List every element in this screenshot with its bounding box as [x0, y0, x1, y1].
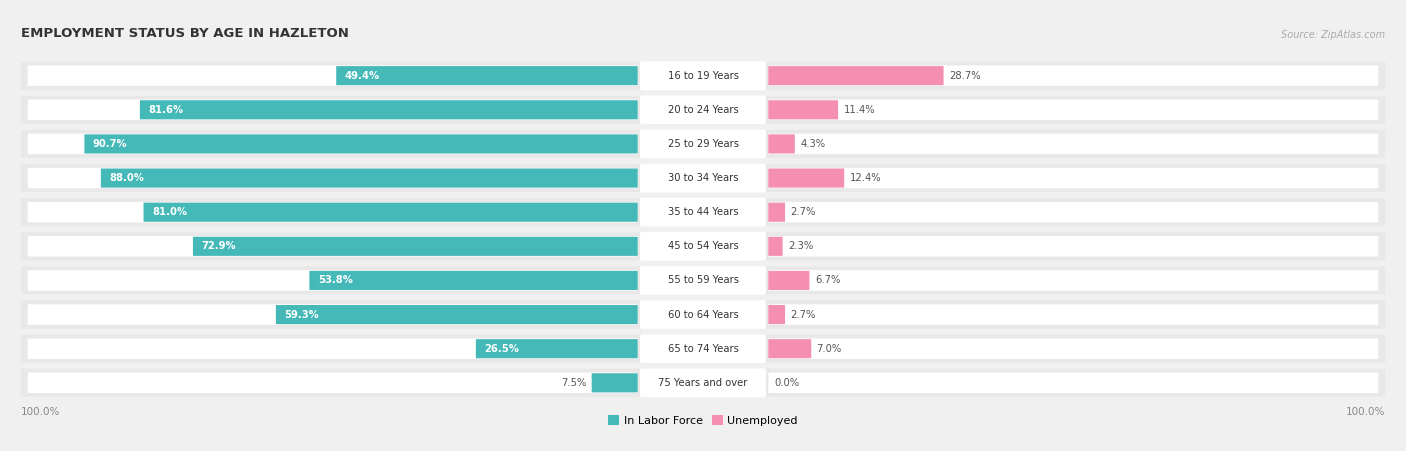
Text: 26.5%: 26.5%: [484, 344, 519, 354]
FancyBboxPatch shape: [768, 373, 1378, 393]
FancyBboxPatch shape: [768, 271, 810, 290]
Text: 55 to 59 Years: 55 to 59 Years: [668, 276, 738, 285]
Text: EMPLOYMENT STATUS BY AGE IN HAZLETON: EMPLOYMENT STATUS BY AGE IN HAZLETON: [21, 27, 349, 40]
FancyBboxPatch shape: [592, 373, 638, 392]
Text: 60 to 64 Years: 60 to 64 Years: [668, 309, 738, 320]
FancyBboxPatch shape: [640, 198, 766, 226]
FancyBboxPatch shape: [101, 169, 638, 188]
Text: 100.0%: 100.0%: [1346, 406, 1385, 417]
Text: 72.9%: 72.9%: [201, 241, 236, 251]
Text: 30 to 34 Years: 30 to 34 Years: [668, 173, 738, 183]
FancyBboxPatch shape: [768, 100, 1378, 120]
FancyBboxPatch shape: [276, 305, 638, 324]
FancyBboxPatch shape: [640, 266, 766, 295]
FancyBboxPatch shape: [28, 100, 638, 120]
FancyBboxPatch shape: [28, 65, 638, 86]
FancyBboxPatch shape: [768, 168, 1378, 189]
Text: 16 to 19 Years: 16 to 19 Years: [668, 71, 738, 81]
Text: 6.7%: 6.7%: [815, 276, 841, 285]
FancyBboxPatch shape: [21, 335, 1385, 363]
FancyBboxPatch shape: [768, 66, 943, 85]
Text: 4.3%: 4.3%: [800, 139, 825, 149]
Text: 2.7%: 2.7%: [790, 207, 815, 217]
Text: 28.7%: 28.7%: [949, 71, 980, 81]
FancyBboxPatch shape: [640, 61, 766, 90]
FancyBboxPatch shape: [640, 164, 766, 193]
FancyBboxPatch shape: [475, 339, 638, 358]
FancyBboxPatch shape: [21, 164, 1385, 192]
FancyBboxPatch shape: [21, 300, 1385, 329]
Text: 7.5%: 7.5%: [561, 378, 586, 388]
FancyBboxPatch shape: [143, 202, 638, 222]
FancyBboxPatch shape: [28, 270, 638, 291]
FancyBboxPatch shape: [768, 133, 1378, 154]
Text: 75 Years and over: 75 Years and over: [658, 378, 748, 388]
FancyBboxPatch shape: [21, 267, 1385, 295]
Text: 7.0%: 7.0%: [817, 344, 842, 354]
FancyBboxPatch shape: [21, 369, 1385, 397]
FancyBboxPatch shape: [640, 232, 766, 261]
Text: 53.8%: 53.8%: [318, 276, 353, 285]
Text: 2.7%: 2.7%: [790, 309, 815, 320]
Legend: In Labor Force, Unemployed: In Labor Force, Unemployed: [603, 411, 803, 430]
Text: 20 to 24 Years: 20 to 24 Years: [668, 105, 738, 115]
Text: 45 to 54 Years: 45 to 54 Years: [668, 241, 738, 251]
FancyBboxPatch shape: [84, 134, 638, 153]
Text: 65 to 74 Years: 65 to 74 Years: [668, 344, 738, 354]
FancyBboxPatch shape: [28, 168, 638, 189]
Text: 90.7%: 90.7%: [93, 139, 128, 149]
FancyBboxPatch shape: [640, 129, 766, 158]
FancyBboxPatch shape: [640, 368, 766, 397]
Text: 59.3%: 59.3%: [284, 309, 319, 320]
Text: 0.0%: 0.0%: [773, 378, 799, 388]
FancyBboxPatch shape: [768, 236, 1378, 257]
FancyBboxPatch shape: [21, 62, 1385, 90]
FancyBboxPatch shape: [28, 202, 638, 222]
Text: 25 to 29 Years: 25 to 29 Years: [668, 139, 738, 149]
FancyBboxPatch shape: [768, 338, 1378, 359]
FancyBboxPatch shape: [21, 232, 1385, 260]
FancyBboxPatch shape: [21, 96, 1385, 124]
FancyBboxPatch shape: [768, 304, 1378, 325]
Text: 81.6%: 81.6%: [148, 105, 183, 115]
FancyBboxPatch shape: [768, 100, 838, 120]
FancyBboxPatch shape: [640, 96, 766, 124]
Text: 100.0%: 100.0%: [21, 406, 60, 417]
FancyBboxPatch shape: [768, 202, 785, 222]
Text: 81.0%: 81.0%: [152, 207, 187, 217]
FancyBboxPatch shape: [768, 202, 1378, 222]
FancyBboxPatch shape: [193, 237, 638, 256]
Text: 2.3%: 2.3%: [787, 241, 813, 251]
FancyBboxPatch shape: [139, 100, 638, 120]
FancyBboxPatch shape: [768, 134, 794, 153]
FancyBboxPatch shape: [768, 270, 1378, 291]
FancyBboxPatch shape: [768, 237, 783, 256]
Text: 11.4%: 11.4%: [844, 105, 875, 115]
FancyBboxPatch shape: [640, 300, 766, 329]
FancyBboxPatch shape: [768, 169, 844, 188]
FancyBboxPatch shape: [768, 65, 1378, 86]
FancyBboxPatch shape: [768, 305, 785, 324]
FancyBboxPatch shape: [21, 198, 1385, 226]
FancyBboxPatch shape: [28, 133, 638, 154]
FancyBboxPatch shape: [28, 338, 638, 359]
Text: Source: ZipAtlas.com: Source: ZipAtlas.com: [1281, 30, 1385, 40]
Text: 49.4%: 49.4%: [344, 71, 380, 81]
FancyBboxPatch shape: [28, 373, 638, 393]
Text: 88.0%: 88.0%: [110, 173, 145, 183]
FancyBboxPatch shape: [768, 339, 811, 358]
FancyBboxPatch shape: [21, 130, 1385, 158]
FancyBboxPatch shape: [28, 304, 638, 325]
FancyBboxPatch shape: [336, 66, 638, 85]
FancyBboxPatch shape: [640, 334, 766, 363]
FancyBboxPatch shape: [309, 271, 638, 290]
Text: 12.4%: 12.4%: [849, 173, 882, 183]
Text: 35 to 44 Years: 35 to 44 Years: [668, 207, 738, 217]
FancyBboxPatch shape: [28, 236, 638, 257]
